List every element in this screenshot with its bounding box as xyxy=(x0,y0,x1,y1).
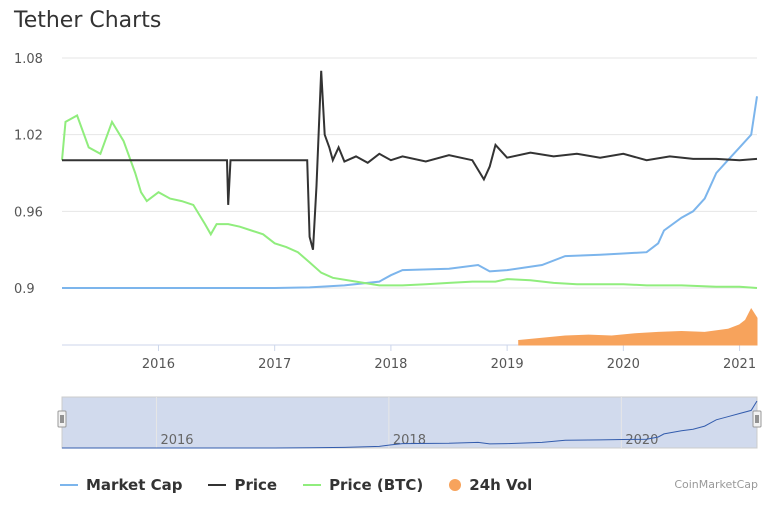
series-price xyxy=(62,70,758,250)
chart-series xyxy=(61,70,758,346)
navigator-series xyxy=(62,400,758,449)
y-tick-label: 0.9 xyxy=(14,282,35,297)
x-tick-label: 2016 xyxy=(142,357,175,372)
legend-label-market-cap: Market Cap xyxy=(86,476,183,494)
x-tick-label: 2018 xyxy=(374,357,407,372)
legend-item-price[interactable]: Price xyxy=(208,476,277,494)
x-tick-label: 2019 xyxy=(491,357,524,372)
legend-swatch-24h-vol xyxy=(449,479,462,491)
series-price-btc xyxy=(61,114,758,289)
y-tick-label: 1.02 xyxy=(14,129,43,144)
x-axis-ticks: 2016 2017 2018 2019 2020 2021 xyxy=(62,344,757,372)
navigator-tick-label: 2016 xyxy=(160,433,193,448)
y-axis-ticks: 1.08 1.02 0.96 0.9 xyxy=(14,52,43,297)
range-navigator: 2016 2018 2020 xyxy=(57,396,762,449)
legend-swatch-price xyxy=(208,484,227,486)
chart-legend: Market Cap Price Price (BTC) 24h Vol xyxy=(60,476,532,494)
navigator-tick-label: 2020 xyxy=(625,433,658,448)
legend-label-price: Price xyxy=(234,476,278,494)
legend-item-24h-vol[interactable]: 24h Vol xyxy=(449,476,532,494)
legend-item-market-cap[interactable]: Market Cap xyxy=(60,476,182,494)
credit-link[interactable]: CoinMarketCap xyxy=(674,478,758,491)
y-tick-label: 1.08 xyxy=(14,52,43,67)
navigator-handle-right[interactable] xyxy=(752,410,762,428)
chart-grid xyxy=(62,57,757,289)
y-tick-label: 0.96 xyxy=(14,205,43,220)
legend-item-price-btc[interactable]: Price (BTC) xyxy=(303,476,423,494)
navigator-handle-left[interactable] xyxy=(57,410,67,428)
series-24h-vol xyxy=(518,308,758,346)
legend-swatch-price-btc xyxy=(303,484,322,486)
legend-label-24h-vol: 24h Vol xyxy=(469,476,533,494)
x-tick-label: 2017 xyxy=(258,357,291,372)
x-tick-label: 2020 xyxy=(607,357,640,372)
navigator-tick-label: 2018 xyxy=(393,433,426,448)
legend-label-price-btc: Price (BTC) xyxy=(329,476,424,494)
x-tick-label: 2021 xyxy=(723,357,756,372)
series-market-cap xyxy=(62,96,758,289)
price-chart[interactable]: 1.08 1.02 0.96 0.9 2016 2017 2018 2019 2020 2021… xyxy=(0,0,770,470)
legend-swatch-market-cap xyxy=(60,484,78,486)
page-title: Tether Charts xyxy=(14,8,162,33)
